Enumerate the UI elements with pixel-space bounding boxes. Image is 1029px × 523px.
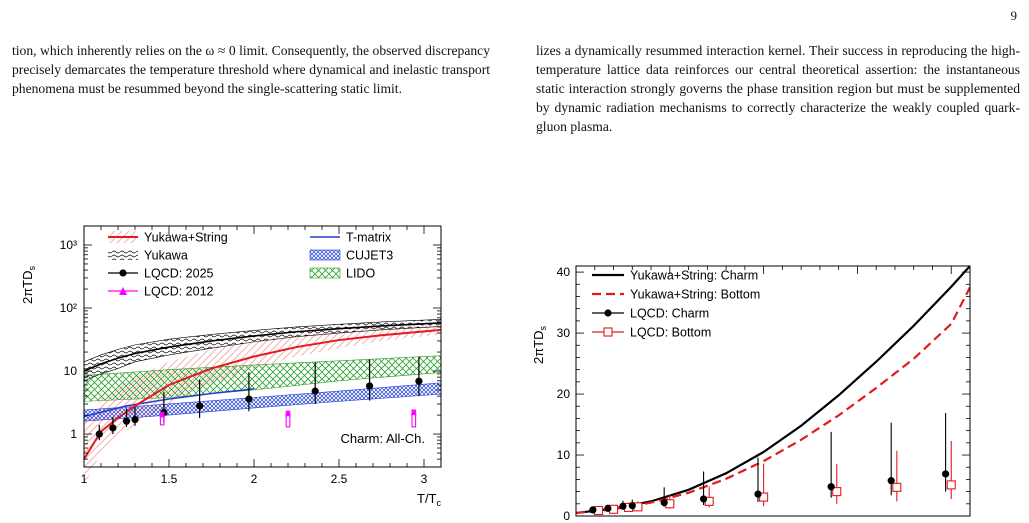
legend-swatch-yukawa [108, 250, 138, 260]
lqcd2012-arrow [410, 409, 417, 416]
annotation-text: Charm: All-Ch. [340, 431, 425, 446]
lqcd-charm-point [604, 504, 612, 512]
x-axis-title-sub: c [437, 498, 442, 508]
charm-curve [576, 266, 970, 515]
chart-diffusion-log: 1 10 10² 10³ 1 1.5 2 2.5 3 T/Tc 2πTDs Charm: All-Ch… [20, 225, 442, 508]
y-tick-label: 10² [60, 301, 77, 315]
yukawa-string-band [84, 323, 441, 486]
lqcd-charm-point [942, 470, 950, 478]
y-tick-label: 20 [557, 387, 571, 401]
legend-marker-lqcd2025 [119, 269, 127, 277]
lqcd2012-arrow [159, 411, 166, 418]
lqcd2025-point [366, 382, 374, 390]
t-matrix-line [83, 388, 255, 418]
y-tick-label: 1 [70, 427, 77, 441]
lqcd-bottom-point [832, 487, 842, 497]
lqcd-bottom-point [946, 480, 956, 490]
lqcd2025-point [109, 424, 117, 432]
lqcd-bottom-point [892, 482, 902, 492]
lqcd2025-point [131, 415, 139, 424]
y-axis-title-sub: s [27, 266, 37, 271]
lqcd2025-point [122, 417, 131, 425]
lqcd2025-point [311, 387, 319, 395]
plot-frame [575, 265, 971, 517]
y-axis-title: 2πTDs [531, 326, 548, 365]
lqcd2025-point [196, 402, 204, 410]
legend-label: LQCD: Bottom [630, 326, 711, 340]
lqcd-charm-point [619, 502, 627, 510]
plot-frame [83, 225, 442, 468]
lqcd-charm-point [827, 483, 835, 491]
legend-label: LQCD: 2025 [144, 267, 214, 281]
lqcd2025-point [415, 377, 423, 385]
y-tick-label: 40 [557, 265, 571, 279]
legend-swatch-lido [309, 267, 341, 279]
legend-marker-lqcd2012 [119, 287, 127, 295]
legend-swatch-cujet3 [309, 249, 341, 261]
lqcd-charm-point [589, 506, 597, 514]
bottom-curve [576, 286, 970, 515]
y-axis-title-sub: s [538, 326, 548, 331]
right-column-text: lizes a dynamically resummed interaction… [536, 43, 1020, 134]
lqcd-charm-point [887, 477, 895, 485]
y-tick-label: 10³ [60, 238, 77, 252]
legend-label: LIDO [346, 267, 375, 281]
lqcd-charm-point [754, 490, 762, 498]
x-tick-label: 1.5 [161, 472, 178, 486]
lqcd2025-point [95, 430, 103, 438]
legend-label: Yukawa+String [144, 231, 228, 245]
yukawa-line [83, 322, 442, 372]
x-tick-label: 2 [251, 472, 258, 486]
legend-label: LQCD: Charm [630, 307, 709, 321]
x-tick-label: 3 [421, 472, 428, 486]
legend-marker-lqcd-bottom [603, 327, 613, 337]
legend-marker-lqcd-charm [604, 309, 612, 317]
lqcd-charm-point [628, 502, 636, 510]
plot-area [576, 266, 970, 515]
y-axis-title: 2πTDs [20, 266, 37, 305]
y-tick-label: 0 [563, 509, 570, 522]
y-tick-label: 30 [557, 326, 571, 340]
legend-label: Yukawa+String: Charm [630, 269, 758, 283]
y-tick-label: 10 [557, 448, 571, 462]
lqcd-charm-point [699, 495, 708, 503]
lqcd2012-arrow [285, 410, 291, 417]
legend-label: CUJET3 [346, 249, 393, 263]
legend-label: T-matrix [346, 231, 392, 245]
x-axis-title: T/Tc [417, 491, 442, 508]
lqcd2025-point [245, 395, 253, 403]
lqcd-charm-point [660, 498, 668, 507]
legend-label: LQCD: 2012 [144, 285, 214, 299]
x-tick-label: 1 [81, 472, 88, 486]
left-column-text: tion, which inherently relies on the ω ≈… [12, 43, 490, 96]
legend-label: Yukawa [144, 249, 188, 263]
chart-diffusion-linear: 0 10 20 30 40 2πTDs Yukawa+String: Charm Yukawa… [531, 265, 971, 522]
y-tick-label: 10 [64, 364, 78, 378]
legend-label: Yukawa+String: Bottom [630, 288, 760, 302]
page-number: 9 [1010, 8, 1018, 23]
x-tick-label: 2.5 [331, 472, 348, 486]
